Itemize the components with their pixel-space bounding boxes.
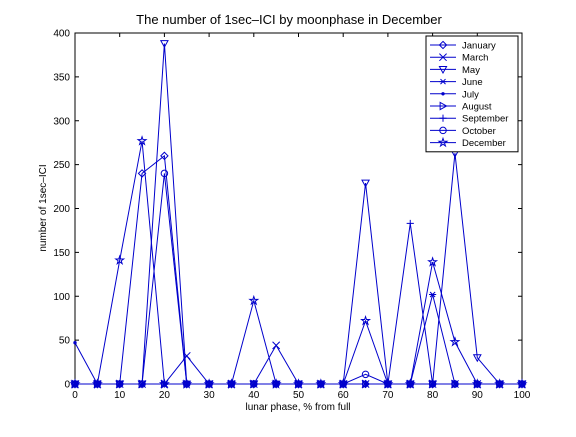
data-point-december-marker xyxy=(516,378,528,389)
x-tick-label: 40 xyxy=(248,390,260,401)
data-point-december-marker xyxy=(248,294,260,306)
data-point-march-marker xyxy=(272,341,281,350)
y-tick-label: 250 xyxy=(53,160,70,171)
series-line-december xyxy=(75,140,522,385)
legend-item-january: January xyxy=(430,41,496,52)
legend-june-marker xyxy=(439,78,447,85)
x-axis-label: lunar phase, % from full xyxy=(245,402,350,413)
x-tick-label: 60 xyxy=(338,390,350,401)
data-point-october-marker xyxy=(451,380,459,388)
series-layer xyxy=(69,40,528,389)
x-tick-label: 30 xyxy=(204,390,216,401)
legend-item-october: October xyxy=(430,126,496,137)
legend-july-marker xyxy=(441,92,445,96)
data-point-december-marker xyxy=(449,336,461,347)
legend-label: January xyxy=(462,41,496,52)
legend-label: July xyxy=(462,89,479,100)
data-point-december-marker xyxy=(136,135,148,146)
y-tick-label: 100 xyxy=(53,292,70,303)
legend-august-marker xyxy=(439,101,448,111)
data-point-july-marker xyxy=(73,341,77,345)
data-point-december-marker xyxy=(494,378,506,389)
data-point-may-marker xyxy=(361,179,370,188)
x-tick-label: 0 xyxy=(72,390,78,401)
data-point-december-marker xyxy=(337,378,349,389)
legend-label: June xyxy=(462,77,483,88)
legend-march-marker xyxy=(439,53,447,62)
data-point-december-marker xyxy=(360,315,372,326)
y-axis-label: number of 1sec–ICI xyxy=(38,164,49,251)
legend-item-may: May xyxy=(430,65,480,76)
legend-label: August xyxy=(462,102,492,113)
legend-item-july: July xyxy=(430,89,479,100)
y-tick-label: 350 xyxy=(53,72,70,83)
x-tick-label: 20 xyxy=(159,390,171,401)
y-tick-label: 150 xyxy=(53,248,70,259)
data-point-december-marker xyxy=(315,378,327,389)
data-point-may-marker xyxy=(159,40,169,49)
legend-item-june: June xyxy=(430,77,483,88)
data-point-december-marker xyxy=(292,378,305,389)
data-point-december-marker xyxy=(69,378,81,389)
y-tick-label: 200 xyxy=(53,204,70,215)
data-point-september-marker xyxy=(406,219,414,228)
x-tick-label: 70 xyxy=(382,390,394,401)
legend-label: October xyxy=(462,126,496,137)
data-point-june-marker xyxy=(429,291,437,298)
data-point-december-marker xyxy=(158,378,170,389)
legend-item-september: September xyxy=(430,114,508,125)
data-point-september-marker xyxy=(361,380,370,388)
legend-label: May xyxy=(462,65,480,76)
legend-label: September xyxy=(462,114,508,125)
legend-january-marker xyxy=(438,40,448,50)
legend-label: December xyxy=(462,138,506,149)
x-tick-label: 90 xyxy=(472,390,484,401)
legend-may-marker xyxy=(438,66,448,75)
legend-december-marker xyxy=(437,136,449,148)
data-point-october-marker xyxy=(115,380,124,388)
x-tick-label: 80 xyxy=(427,390,439,401)
data-point-december-marker xyxy=(203,378,215,389)
data-point-december-marker xyxy=(427,256,439,267)
data-point-january-marker xyxy=(160,151,169,161)
data-point-december-marker xyxy=(91,378,103,389)
data-point-december-marker xyxy=(225,378,237,389)
legend-item-march: March xyxy=(430,53,488,64)
data-point-december-marker xyxy=(181,378,193,389)
y-tick-label: 0 xyxy=(64,380,70,391)
y-tick-label: 400 xyxy=(53,29,70,40)
data-point-december-marker xyxy=(404,378,416,389)
y-tick-label: 300 xyxy=(53,116,70,127)
x-tick-label: 10 xyxy=(114,390,126,401)
series-december xyxy=(69,135,528,389)
data-point-december-marker xyxy=(471,378,483,389)
data-point-october-marker xyxy=(361,370,370,379)
chart-title: The number of 1sec–ICI by moonphase in D… xyxy=(136,12,442,27)
data-point-october-marker xyxy=(160,169,169,178)
x-tick-label: 100 xyxy=(514,390,531,401)
axis-ticks: 0 10 20 30 40 50 60 70 80 90 100 0 50 100 150 200 250 300… xyxy=(53,29,530,402)
data-point-december-marker xyxy=(114,254,126,265)
data-point-may-marker xyxy=(472,354,482,363)
x-tick-label: 50 xyxy=(293,390,305,401)
legend-october-marker xyxy=(439,126,447,135)
data-point-december-marker xyxy=(270,378,282,389)
legend-label: March xyxy=(462,53,488,64)
data-point-october-marker xyxy=(250,380,258,388)
y-tick-label: 50 xyxy=(59,336,71,347)
legend-item-august: August xyxy=(430,102,492,113)
data-point-october-marker xyxy=(428,380,437,388)
data-point-december-marker xyxy=(382,378,394,389)
legend-september-marker xyxy=(439,114,447,122)
legend-item-december: December xyxy=(430,136,506,149)
data-point-october-marker xyxy=(138,380,146,388)
